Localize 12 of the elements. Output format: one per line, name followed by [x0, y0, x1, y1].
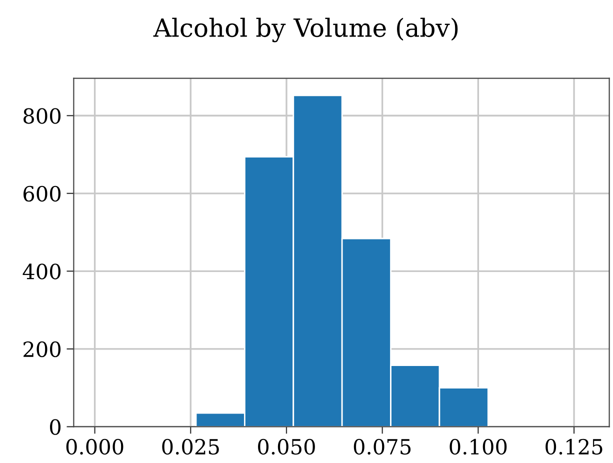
y-tick-label: 600: [24, 186, 61, 202]
y-tick-label: 200: [24, 341, 61, 358]
x-tick-label: 0.025: [162, 438, 219, 455]
y-tick-label: 0: [50, 419, 61, 435]
x-tick-label: 0.125: [546, 438, 602, 455]
chart-title: Alcohol by Volume (abv): [153, 18, 458, 42]
x-tick-label: 0.050: [258, 438, 315, 455]
x-tick-label: 0.100: [450, 438, 507, 455]
x-tick-label: 0.000: [66, 438, 124, 455]
x-tick-label: 0.075: [354, 438, 411, 455]
y-tick-label: 400: [22, 264, 61, 280]
y-tick-label: 800: [24, 108, 61, 124]
